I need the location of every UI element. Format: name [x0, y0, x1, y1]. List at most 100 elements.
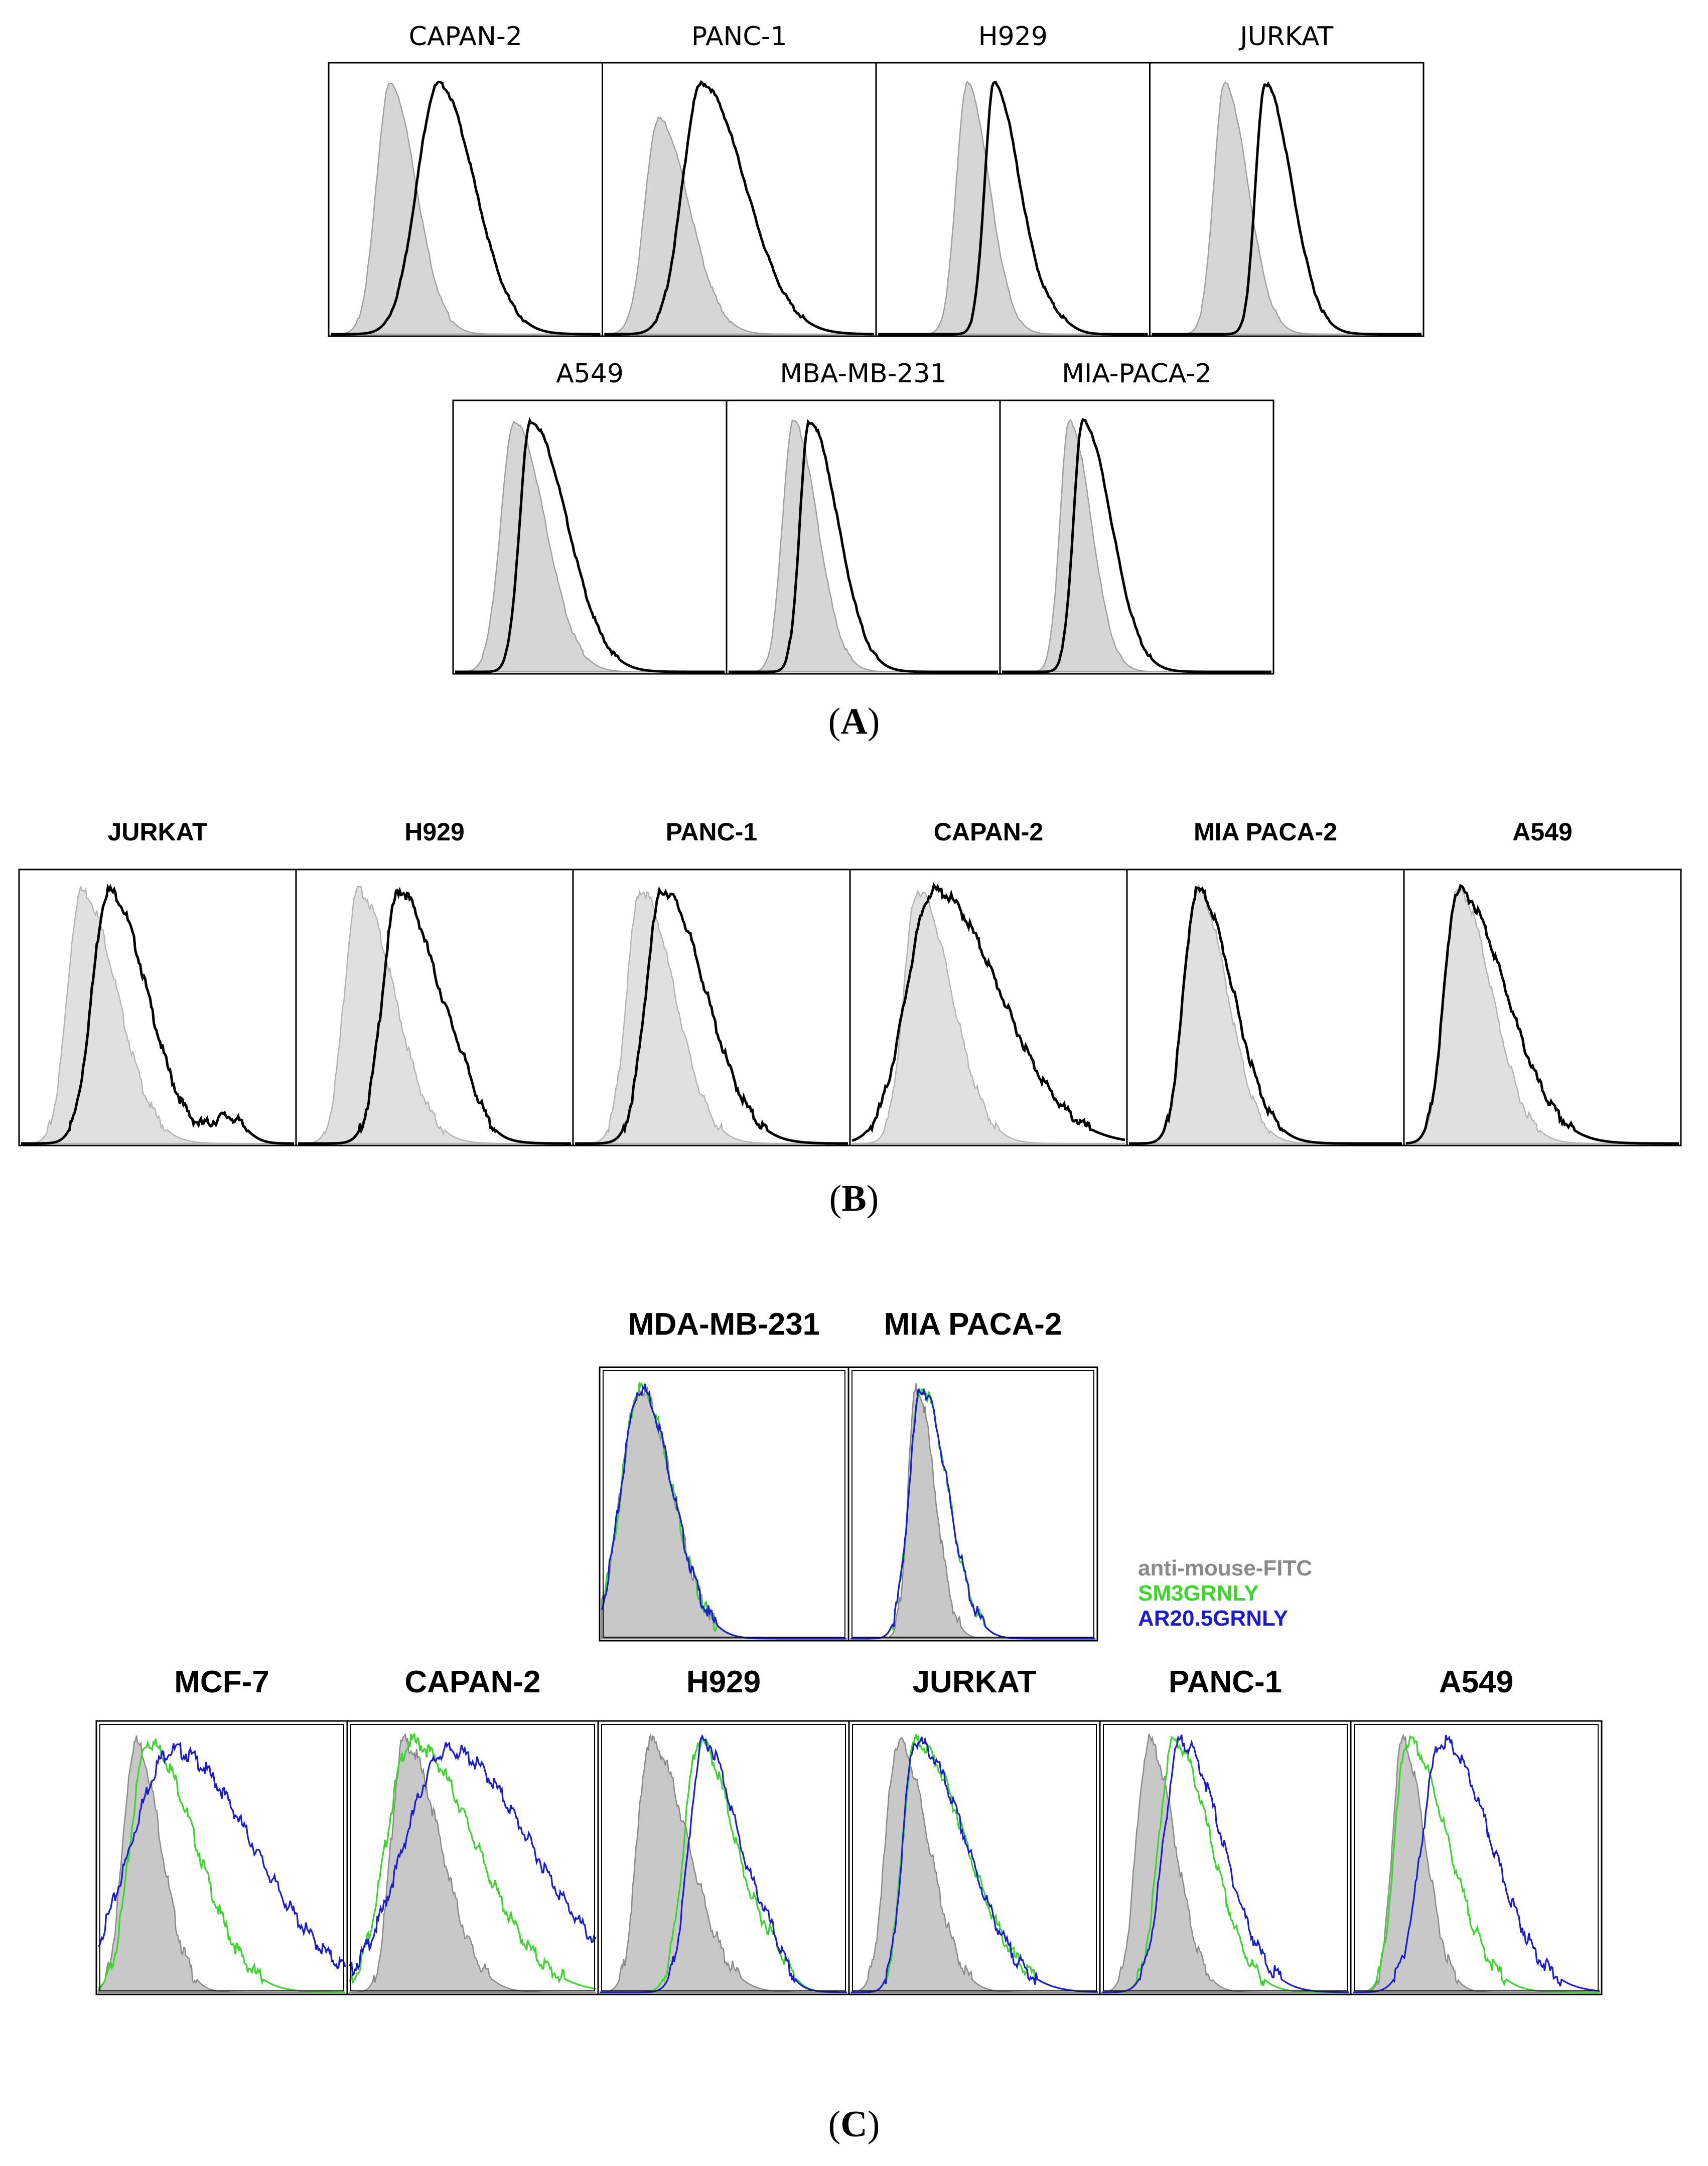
- histogram-title: MDA-MB-231: [628, 1307, 820, 1342]
- histogram-title: A549: [1512, 818, 1573, 846]
- panel-caption-b: (B): [829, 1178, 879, 1219]
- histogram-b-capan-2: CAPAN-2: [849, 818, 1128, 1146]
- sm3grnly-histogram-line: [850, 1387, 1095, 1640]
- control-histogram-area: [1152, 81, 1421, 335]
- stained-histogram-line: [878, 80, 1148, 336]
- histogram-inner-frame: [603, 1370, 845, 1638]
- ar20-5grnly-histogram-line: [1353, 1735, 1600, 1993]
- histogram-a-a549: A549: [452, 359, 728, 675]
- histogram-title: PANC-1: [1169, 1665, 1282, 1699]
- stained-histogram-line: [1152, 81, 1421, 336]
- ar20-5grnly-histogram-line: [600, 1734, 847, 1993]
- histogram-title: MIA PACA-2: [1194, 818, 1337, 846]
- histogram-group-b-row-1: JURKAT H929 PANC-1 CAPAN-2 MIA PACA-2 A549: [18, 818, 1682, 1146]
- histogram-c-mia-paca-2: MIA PACA-2: [847, 1307, 1098, 1642]
- histogram-c-mcf-7: MCF-7: [95, 1665, 348, 1995]
- stained-histogram-line: [1002, 417, 1271, 673]
- histogram-title: MCF-7: [174, 1665, 269, 1699]
- histogram-b-mia-paca-2: MIA PACA-2: [1126, 818, 1405, 1146]
- histogram-a-panc-1: PANC-1: [602, 22, 877, 337]
- control-histogram-area: [850, 1383, 1095, 1640]
- histogram-title: CAPAN-2: [934, 818, 1044, 846]
- histogram-a-h929: H929: [875, 22, 1151, 337]
- control-histogram-area: [1353, 1734, 1600, 1993]
- legend-entry-sm3grnly: SM3GRNLY: [1138, 1581, 1258, 1606]
- histogram-c-capan-2: CAPAN-2: [346, 1665, 599, 1995]
- ar20-5grnly-histogram-line: [601, 1383, 846, 1640]
- histogram-title: MIA-PACA-2: [1062, 359, 1212, 389]
- control-histogram-area: [97, 1735, 345, 1993]
- histogram-frame: [999, 399, 1274, 675]
- ar20-5grnly-histogram-line: [1102, 1734, 1349, 1993]
- legend-entry-anti-mouse-fitc: anti-mouse-FITC: [1138, 1556, 1312, 1580]
- control-histogram-area: [601, 1386, 846, 1640]
- histogram-frame: [875, 62, 1151, 337]
- histogram-title: CAPAN-2: [405, 1665, 541, 1699]
- histogram-a-jurkat: JURKAT: [1149, 22, 1425, 337]
- histogram-a-mba-mb-231: MBA-MB-231: [726, 359, 1001, 675]
- control-histogram-area: [575, 889, 848, 1144]
- histogram-c-mda-mb-231: MDA-MB-231: [599, 1307, 849, 1642]
- ar20-5grnly-histogram-line: [98, 1742, 346, 1970]
- stained-histogram-line: [1129, 886, 1402, 1145]
- histogram-title: JURKAT: [107, 818, 207, 846]
- histogram-inner-frame: [1354, 1724, 1599, 1991]
- histogram-inner-frame: [601, 1724, 846, 1991]
- histogram-inner-frame: [851, 1370, 1094, 1638]
- histogram-a-mia-paca-2: MIA-PACA-2: [999, 359, 1274, 675]
- histogram-c-panc-1: PANC-1: [1099, 1665, 1352, 1995]
- panels: CAPAN-2 PANC-1 H929 JURKAT A549 MBA-MB-231 MIA…: [18, 22, 1682, 1995]
- control-histogram-area: [604, 116, 874, 335]
- histogram-inner-frame: [99, 1724, 344, 1991]
- ar20-5grnly-histogram-line: [348, 1742, 597, 1977]
- histogram-title: MIA PACA-2: [884, 1307, 1062, 1342]
- histogram-title: A549: [1439, 1665, 1513, 1699]
- stained-histogram-line: [331, 80, 601, 336]
- ar20-5grnly-histogram-line: [850, 1387, 1095, 1640]
- histogram-c-a549: A549: [1350, 1665, 1603, 1995]
- sm3grnly-histogram-line: [348, 1732, 597, 1990]
- control-histogram-area: [599, 1734, 847, 1993]
- control-histogram-area: [1405, 885, 1679, 1144]
- histogram-frame: [1149, 62, 1425, 337]
- control-histogram-area: [298, 886, 571, 1144]
- control-histogram-area: [852, 889, 1125, 1144]
- histogram-inner-frame: [1103, 1724, 1348, 1991]
- histogram-frame: [1403, 869, 1682, 1146]
- histogram-a-capan-2: CAPAN-2: [328, 22, 603, 337]
- legend-c: anti-mouse-FITC SM3GRNLY AR20.5GRNLY: [1138, 1556, 1312, 1631]
- histogram-title: A549: [556, 359, 624, 389]
- histogram-title: CAPAN-2: [409, 22, 522, 52]
- histogram-inner-frame: [350, 1724, 595, 1991]
- histogram-b-panc-1: PANC-1: [572, 818, 851, 1146]
- histogram-group-c-row-2: MCF-7 CAPAN-2 H929 JURKAT PANC-1 A549: [95, 1665, 1603, 1995]
- panel-caption-c: (C): [828, 2104, 880, 2145]
- histogram-inner-frame: [852, 1724, 1097, 1991]
- histogram-b-a549: A549: [1403, 818, 1682, 1146]
- control-histogram-area: [850, 1737, 1098, 1993]
- histogram-title: PANC-1: [691, 22, 787, 52]
- histogram-group-a-row-2: A549 MBA-MB-231 MIA-PACA-2: [452, 359, 1274, 675]
- histogram-title: JURKAT: [1238, 22, 1333, 52]
- histogram-c-jurkat: JURKAT: [848, 1665, 1101, 1995]
- stained-histogram-line: [575, 886, 848, 1145]
- histogram-title: H929: [978, 22, 1048, 52]
- control-histogram-area: [878, 81, 1148, 335]
- legend-entry-ar20-5grnly: AR20.5GRNLY: [1138, 1606, 1288, 1631]
- histogram-group-a-row-1: CAPAN-2 PANC-1 H929 JURKAT: [328, 22, 1425, 337]
- histogram-title: PANC-1: [666, 818, 757, 846]
- histogram-frame: [847, 1366, 1098, 1642]
- histogram-frame: [1350, 1720, 1603, 1995]
- stained-histogram-line: [604, 80, 874, 336]
- histogram-b-jurkat: JURKAT: [18, 818, 297, 1146]
- histogram-title: MBA-MB-231: [780, 359, 946, 389]
- histogram-title: H929: [686, 1665, 761, 1699]
- panel-caption-a: (A): [828, 701, 880, 742]
- stained-histogram-line: [455, 417, 725, 673]
- histogram-b-h929: H929: [295, 818, 574, 1146]
- control-histogram-area: [331, 83, 601, 335]
- control-histogram-area: [21, 886, 294, 1144]
- histogram-group-c-row-1: MDA-MB-231 MIA PACA-2: [599, 1307, 1098, 1642]
- stained-histogram-line: [1405, 884, 1679, 1145]
- histogram-title: H929: [404, 818, 465, 846]
